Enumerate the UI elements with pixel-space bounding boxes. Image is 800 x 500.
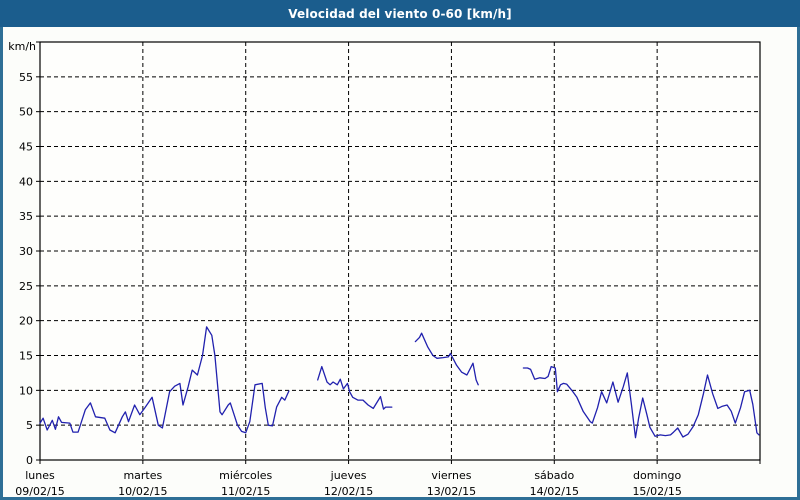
- wind-speed-segment: [317, 365, 393, 410]
- y-tick-label: 5: [26, 419, 33, 432]
- wind-speed-segment: [39, 326, 290, 434]
- chart-area: 0 5 10 15 20 25 30 35 40 45 50 55 km/h lunes 09/02/15 m…: [3, 27, 797, 497]
- y-axis-unit-label: km/h: [8, 40, 36, 53]
- day-date-label: 13/02/15: [427, 485, 476, 497]
- y-tick-label: 20: [19, 315, 33, 328]
- y-tick-label: 10: [19, 384, 33, 397]
- day-date-label: 10/02/15: [118, 485, 167, 497]
- y-tick-label: 50: [19, 106, 33, 119]
- day-date-label: 09/02/15: [15, 485, 64, 497]
- window-title: Velocidad del viento 0-60 [km/h]: [288, 6, 512, 21]
- wind-speed-segment: [414, 332, 479, 386]
- y-axis-labels: 0 5 10 15 20 25 30 35 40 45 50 55 km/h: [8, 40, 36, 467]
- window-title-bar: Velocidad del viento 0-60 [km/h]: [0, 0, 800, 27]
- plot-border: [39, 41, 761, 461]
- y-tick-label: 30: [19, 245, 33, 258]
- x-axis-labels: lunes 09/02/15 martes 10/02/15 miércoles 11/0…: [15, 469, 682, 497]
- wind-speed-segment: [522, 365, 760, 439]
- wind-speed-line: [39, 326, 760, 439]
- axis-ticks: [36, 41, 761, 464]
- y-tick-label: 55: [19, 71, 33, 84]
- y-tick-label: 0: [26, 454, 33, 467]
- day-date-label: 14/02/15: [530, 485, 579, 497]
- grid-lines: [40, 42, 760, 460]
- y-tick-label: 15: [19, 350, 33, 363]
- day-name-label: martes: [123, 469, 162, 482]
- y-tick-label: 25: [19, 280, 33, 293]
- day-name-label: jueves: [330, 469, 367, 482]
- y-tick-label: 35: [19, 210, 33, 223]
- wind-speed-chart: 0 5 10 15 20 25 30 35 40 45 50 55 km/h lunes 09/02/15 m…: [8, 40, 761, 497]
- day-name-label: sábado: [534, 469, 574, 482]
- day-name-label: miércoles: [219, 469, 272, 482]
- day-name-label: viernes: [431, 469, 471, 482]
- day-date-label: 11/02/15: [221, 485, 270, 497]
- y-tick-label: 40: [19, 175, 33, 188]
- day-name-label: domingo: [633, 469, 681, 482]
- y-tick-label: 45: [19, 141, 33, 154]
- day-name-label: lunes: [25, 469, 55, 482]
- day-date-label: 15/02/15: [632, 485, 681, 497]
- day-date-label: 12/02/15: [324, 485, 373, 497]
